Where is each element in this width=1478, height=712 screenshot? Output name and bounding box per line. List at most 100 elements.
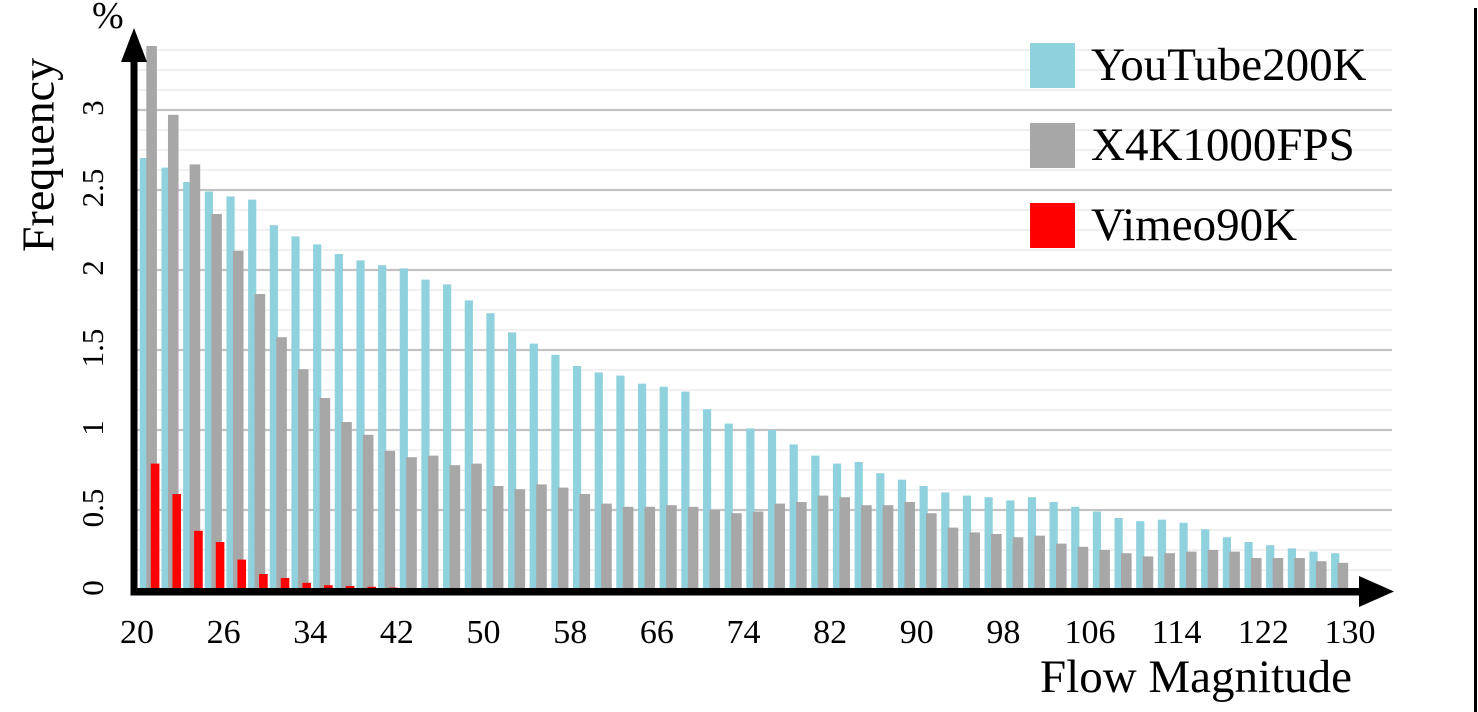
x-tick-label: 26 <box>207 614 241 651</box>
bar-x4k1000fps <box>1012 537 1024 590</box>
y-axis-arrow <box>121 28 147 62</box>
slide-right-border <box>1474 8 1477 712</box>
bar-x4k1000fps <box>1250 558 1262 590</box>
bar-x4k1000fps <box>1185 551 1197 590</box>
bar-youtube200k <box>811 455 820 590</box>
bar-x4k1000fps <box>492 486 504 590</box>
bar-youtube200k <box>226 196 235 590</box>
bar-x4k1000fps <box>167 114 179 591</box>
bar-youtube200k <box>1179 522 1188 590</box>
bar-youtube200k <box>984 497 993 590</box>
bar-youtube200k <box>529 343 538 590</box>
bar-youtube200k <box>1331 553 1340 590</box>
bar-x4k1000fps <box>1164 553 1175 590</box>
bar-youtube200k <box>421 279 430 590</box>
bar-youtube200k <box>681 391 690 590</box>
bar-youtube200k <box>1157 519 1167 590</box>
x-tick-label: 122 <box>1238 614 1289 651</box>
bar-youtube200k <box>443 284 452 590</box>
bar-x4k1000fps <box>1077 546 1089 590</box>
bar-x4k1000fps <box>1337 562 1349 590</box>
bar-youtube200k <box>1114 518 1123 590</box>
bar-x4k1000fps <box>514 489 526 590</box>
bar-x4k1000fps <box>774 503 786 590</box>
bar-x4k1000fps <box>926 513 937 590</box>
bar-vimeo90k <box>215 542 225 590</box>
legend-label-vimeo90k: Vimeo90K <box>1091 199 1298 251</box>
bar-youtube200k <box>637 383 647 590</box>
y-tick-label: 2.5 <box>75 169 110 208</box>
bar-youtube200k <box>832 463 842 590</box>
x-axis-title: Flow Magnitude <box>1040 651 1353 703</box>
bar-youtube200k <box>508 332 517 590</box>
bar-x4k1000fps <box>254 294 266 590</box>
bar-x4k1000fps <box>1121 553 1132 590</box>
bar-x4k1000fps <box>319 398 331 590</box>
bar-youtube200k <box>1071 506 1080 590</box>
bar-youtube200k <box>291 236 300 590</box>
bar-x4k1000fps <box>1142 556 1154 590</box>
x-tick-label: 34 <box>293 614 327 651</box>
bar-youtube200k <box>919 486 928 590</box>
bar-x4k1000fps <box>146 46 157 590</box>
y-axis-title: Frequency <box>12 57 64 253</box>
bar-youtube200k <box>551 354 560 590</box>
bar-x4k1000fps <box>1056 543 1067 590</box>
bar-youtube200k <box>356 260 365 590</box>
bar-youtube200k <box>746 428 755 590</box>
x-tick-label: 82 <box>813 614 847 651</box>
bar-youtube200k <box>204 191 213 590</box>
bar-x4k1000fps <box>211 214 222 590</box>
bar-vimeo90k <box>237 559 247 590</box>
bar-youtube200k <box>464 300 473 590</box>
bar-youtube200k <box>1244 542 1253 590</box>
bar-x4k1000fps <box>666 505 677 590</box>
bar-x4k1000fps <box>882 505 894 590</box>
bar-vimeo90k <box>324 585 333 590</box>
bar-youtube200k <box>941 492 950 590</box>
bar-youtube200k <box>962 495 972 590</box>
bar-youtube200k <box>876 473 885 590</box>
bar-x4k1000fps <box>1272 558 1284 590</box>
bar-x4k1000fps <box>449 465 461 590</box>
bar-x4k1000fps <box>276 337 287 590</box>
bar-youtube200k <box>334 254 343 590</box>
x-tick-label: 98 <box>986 614 1020 651</box>
bar-x4k1000fps <box>687 506 699 590</box>
bar-youtube200k <box>378 265 387 590</box>
bar-youtube200k <box>789 444 798 590</box>
x-axis-line <box>130 588 1362 596</box>
bar-x4k1000fps <box>557 487 569 590</box>
bar-youtube200k <box>897 479 907 590</box>
bar-vimeo90k <box>302 582 312 590</box>
bar-youtube200k <box>1266 545 1275 590</box>
bar-x4k1000fps <box>861 505 872 590</box>
x-tick-label: 42 <box>380 614 414 651</box>
bar-youtube200k <box>269 225 278 590</box>
bar-vimeo90k <box>259 574 268 590</box>
bar-youtube200k <box>1309 551 1318 590</box>
bar-youtube200k <box>616 375 625 590</box>
bar-x4k1000fps <box>839 497 851 590</box>
bar-vimeo90k <box>194 530 203 590</box>
legend-item-youtube200k: YouTube200K <box>1030 42 1367 89</box>
x-tick-label: 130 <box>1324 614 1375 651</box>
x-tick-label: 74 <box>726 614 760 651</box>
bar-vimeo90k <box>172 494 182 590</box>
bar-x4k1000fps <box>601 503 612 590</box>
bar-x4k1000fps <box>297 369 309 590</box>
x-tick-label: 66 <box>640 614 674 651</box>
bar-vimeo90k <box>280 578 290 590</box>
bar-x4k1000fps <box>341 422 352 590</box>
x-tick-label: 106 <box>1065 614 1116 651</box>
bar-youtube200k <box>1006 500 1015 590</box>
bar-x4k1000fps <box>1294 558 1305 590</box>
bar-youtube200k <box>854 462 863 590</box>
bar-x4k1000fps <box>232 250 244 591</box>
bar-youtube200k <box>248 199 257 590</box>
bar-x4k1000fps <box>969 532 980 590</box>
y-tick-label: 2 <box>75 260 110 276</box>
bar-youtube200k <box>659 386 668 590</box>
legend: YouTube200K X4K1000FPS Vimeo90K <box>1030 42 1367 282</box>
